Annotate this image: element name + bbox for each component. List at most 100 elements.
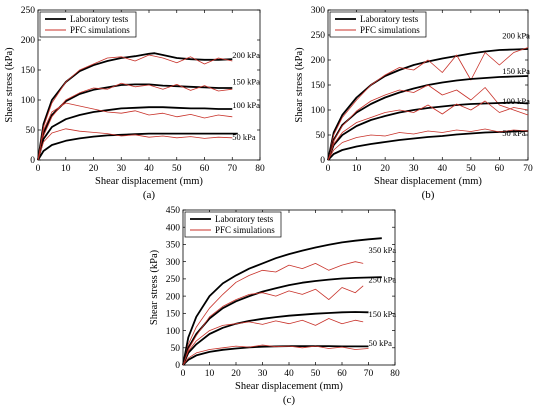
- y-tick-label: 350: [166, 241, 181, 251]
- y-tick-label: 200: [311, 56, 326, 66]
- laboratory-test-curve: [182, 345, 369, 366]
- y-tick-label: 200: [21, 36, 36, 46]
- chart-panel-b: 0 10 20 30 40 50 60 70 0 50 100 150 200 250 300 Shear d…: [280, 0, 550, 205]
- x-tick-label: 40: [438, 164, 448, 174]
- laboratory-test-curve: [327, 130, 529, 161]
- laboratory-test-curve: [182, 237, 382, 366]
- laboratory-test-curve: [182, 311, 369, 366]
- x-tick-label: 60: [495, 164, 505, 174]
- x-tick-label: 80: [255, 164, 265, 174]
- x-tick-label: 10: [205, 369, 215, 379]
- x-axis-title: Shear displacement (mm): [374, 176, 482, 187]
- normal-stress-label: 100 kPa: [232, 100, 260, 110]
- x-tick-label: 80: [390, 369, 400, 379]
- laboratory-test-curve: [327, 75, 529, 161]
- chart-c: 0 10 20 30 40 50 60 70 80 0 50 100 150 200 250 300 350 40…: [149, 206, 400, 406]
- y-tick-label: 100: [21, 96, 36, 106]
- x-tick-label: 20: [89, 164, 99, 174]
- y-tick-label: 0: [175, 361, 180, 371]
- normal-stress-label: 100 kPa: [502, 96, 530, 106]
- normal-stress-label: 200 kPa: [232, 50, 260, 60]
- y-tick-label: 100: [311, 106, 326, 116]
- y-tick-label: 200: [166, 292, 181, 302]
- y-tick-label: 150: [166, 310, 181, 320]
- chart-panel-c: 0 10 20 30 40 50 60 70 80 0 50 100 150 200 250 300 350 40…: [135, 205, 415, 410]
- laboratory-test-curve: [327, 48, 529, 161]
- y-axis-title: Shear stress (kPa): [149, 249, 160, 325]
- legend: [329, 11, 427, 38]
- normal-stress-label: 200 kPa: [502, 31, 530, 41]
- pfc-simulation-curve: [327, 100, 529, 161]
- y-tick-label: 50: [316, 131, 326, 141]
- legend-entry-lab: Laboratory tests: [360, 14, 419, 24]
- y-tick-label: 0: [30, 156, 35, 166]
- pfc-simulation-curve: [182, 344, 369, 366]
- x-tick-label: 70: [523, 164, 533, 174]
- normal-stress-label: 150 kPa: [232, 76, 260, 86]
- y-tick-label: 250: [166, 275, 181, 285]
- legend-entry-lab: Laboratory tests: [215, 214, 274, 224]
- pfc-simulation-curve: [37, 128, 233, 161]
- laboratory-test-curve: [37, 52, 233, 161]
- pfc-simulation-curve: [37, 54, 233, 161]
- x-tick-label: 70: [364, 369, 374, 379]
- x-tick-label: 40: [284, 369, 294, 379]
- x-tick-label: 70: [228, 164, 238, 174]
- x-tick-label: 20: [231, 369, 241, 379]
- normal-stress-label: 50 kPa: [232, 132, 256, 142]
- y-tick-label: 150: [21, 66, 36, 76]
- x-tick-label: 10: [61, 164, 71, 174]
- y-tick-label: 300: [311, 6, 326, 16]
- legend-entry-sim: PFC simulations: [70, 25, 130, 35]
- laboratory-test-curve: [37, 83, 233, 161]
- legend: [39, 11, 137, 38]
- y-tick-label: 450: [166, 206, 181, 216]
- y-tick-label: 400: [166, 223, 181, 233]
- pfc-simulation-curve: [37, 102, 233, 161]
- pfc-simulation-curve: [182, 285, 364, 366]
- chart-a: 0 10 20 30 40 50 60 70 80 0 50 100 150 200 250 Shear di…: [4, 6, 265, 201]
- x-tick-label: 30: [258, 369, 268, 379]
- normal-stress-label: 150 kPa: [502, 66, 530, 76]
- pfc-simulation-curve: [327, 128, 529, 161]
- y-tick-label: 0: [320, 156, 325, 166]
- pfc-simulation-curve: [182, 261, 364, 366]
- legend-entry-lab: Laboratory tests: [70, 14, 129, 24]
- pfc-simulation-curve: [37, 82, 233, 161]
- y-tick-label: 50: [26, 126, 36, 136]
- normal-stress-label: 50 kPa: [502, 128, 526, 138]
- x-tick-label: 0: [326, 164, 331, 174]
- chart-panel-a: 0 10 20 30 40 50 60 70 80 0 50 100 150 200 250 Shear di…: [0, 0, 275, 205]
- chart-b: 0 10 20 30 40 50 60 70 0 50 100 150 200 250 300 Shear d…: [294, 6, 533, 201]
- normal-stress-label: 250 kPa: [369, 274, 397, 284]
- panel-label: (c): [283, 394, 296, 406]
- panel-label: (b): [422, 189, 435, 201]
- x-tick-label: 0: [181, 369, 186, 379]
- x-tick-label: 30: [117, 164, 127, 174]
- x-tick-label: 50: [311, 369, 321, 379]
- x-tick-label: 50: [466, 164, 476, 174]
- x-tick-label: 40: [144, 164, 154, 174]
- laboratory-test-curve: [37, 106, 233, 161]
- x-tick-label: 10: [352, 164, 362, 174]
- y-tick-label: 300: [166, 258, 181, 268]
- legend-entry-sim: PFC simulations: [215, 225, 275, 235]
- normal-stress-label: 150 kPa: [369, 309, 397, 319]
- normal-stress-label: 50 kPa: [369, 338, 393, 348]
- y-tick-label: 100: [166, 327, 181, 337]
- legend: [184, 211, 282, 238]
- x-axis-title: Shear displacement (mm): [95, 176, 203, 187]
- x-tick-label: 30: [409, 164, 419, 174]
- x-tick-label: 20: [380, 164, 390, 174]
- y-tick-label: 250: [311, 31, 326, 41]
- pfc-simulation-curve: [327, 84, 529, 161]
- panel-label: (a): [143, 189, 156, 201]
- laboratory-test-curve: [37, 132, 238, 161]
- y-tick-label: 50: [171, 344, 181, 354]
- x-tick-label: 60: [337, 369, 347, 379]
- normal-stress-label: 350 kPa: [369, 245, 397, 255]
- x-tick-label: 50: [172, 164, 182, 174]
- y-tick-label: 250: [21, 6, 36, 16]
- legend-entry-sim: PFC simulations: [360, 25, 420, 35]
- x-tick-label: 60: [200, 164, 210, 174]
